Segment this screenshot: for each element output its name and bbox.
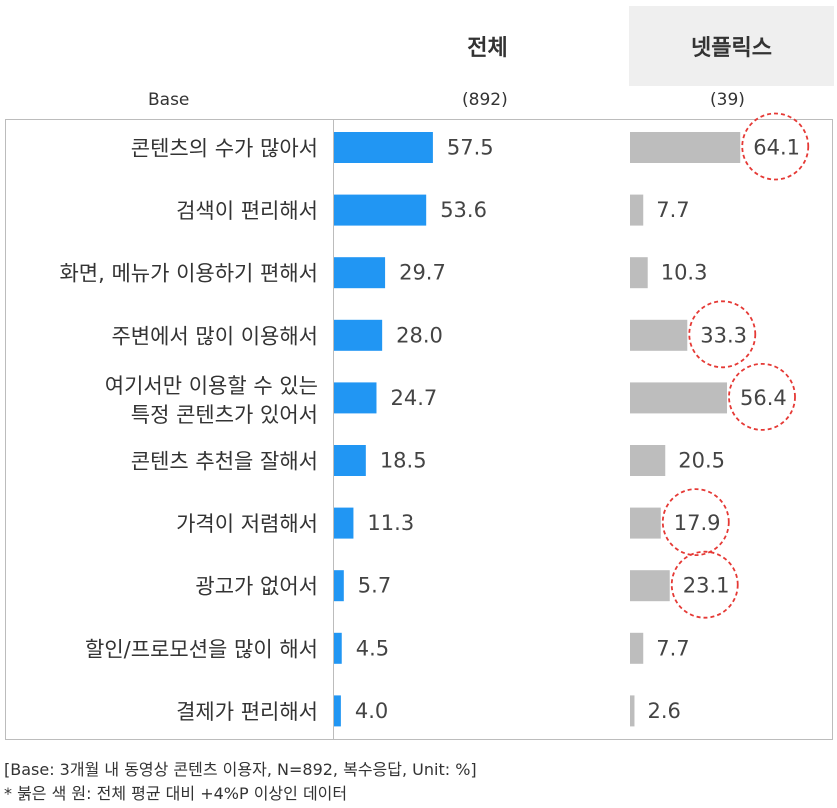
value-label-total: 28.0 (396, 323, 443, 347)
category-label: 가격이 저렴해서 (176, 512, 318, 536)
category-label: 콘텐츠 추천을 잘해서 (131, 450, 318, 474)
value-label-netflix: 10.3 (661, 261, 708, 285)
value-label-netflix: 56.4 (740, 386, 787, 410)
highlight-circle (741, 112, 810, 181)
bar-netflix (630, 507, 661, 539)
value-label-total: 4.5 (356, 636, 389, 660)
bar-total (334, 695, 341, 727)
highlight-circle (670, 550, 739, 619)
bar-total (334, 132, 433, 163)
category-label-line: 특정 콘텐츠가 있어서 (131, 403, 318, 427)
bar-netflix (630, 194, 644, 226)
value-label-netflix: 64.1 (753, 136, 800, 160)
highlight-circle (728, 362, 796, 431)
value-label-total: 11.3 (367, 511, 414, 535)
footnote-base: [Base: 3개월 내 동영상 콘텐츠 이용자, N=892, 복수응답, U… (4, 760, 477, 779)
bar-netflix (630, 132, 741, 163)
value-label-netflix: 33.3 (700, 323, 747, 347)
bar-netflix (630, 257, 648, 289)
bar-total (334, 570, 344, 602)
category-label: 화면, 메뉴가 이용하기 편해서 (59, 262, 318, 286)
bar-total (334, 382, 377, 414)
column-header-netflix: 넷플릭스 (691, 36, 772, 61)
category-label: 광고가 없어서 (195, 575, 318, 599)
bar-total (334, 319, 383, 351)
value-label-netflix: 2.6 (647, 699, 680, 723)
highlight-circle (688, 300, 757, 369)
value-label-total: 4.0 (355, 699, 388, 723)
value-label-total: 29.7 (399, 261, 446, 285)
value-label-total: 18.5 (380, 449, 427, 473)
netflix-header-background (629, 6, 834, 86)
value-label-netflix: 7.7 (656, 198, 689, 222)
category-label: 콘텐츠의 수가 많아서 (131, 137, 318, 161)
bar-total (334, 445, 366, 476)
value-label-netflix: 7.7 (656, 636, 689, 660)
value-label-total: 57.5 (447, 136, 494, 160)
footnote-legend: * 붉은 색 원: 전체 평균 대비 +4%P 이상인 데이터 (4, 784, 348, 803)
value-label-total: 5.7 (358, 574, 391, 598)
bar-total (334, 632, 342, 664)
value-label-netflix: 20.5 (678, 449, 725, 473)
base-netflix-count: (39) (710, 90, 745, 110)
bar-total (334, 194, 427, 226)
category-label: 결제가 편리해서 (176, 700, 318, 724)
bar-netflix (630, 695, 635, 727)
bar-netflix (630, 319, 688, 351)
value-label-netflix: 23.1 (683, 574, 730, 598)
highlight-circle (661, 488, 730, 556)
category-label: 할인/프로모션을 많이 해서 (85, 637, 318, 661)
bar-total (334, 507, 354, 539)
column-header-total: 전체 (467, 36, 508, 61)
bar-netflix (630, 382, 728, 414)
bar-netflix (630, 570, 670, 602)
category-label-line: 여기서만 이용할 수 있는 (105, 374, 318, 398)
chart-frame (5, 119, 833, 740)
base-total-count: (892) (462, 90, 508, 110)
value-label-netflix: 17.9 (674, 511, 721, 535)
bar-netflix (630, 445, 666, 476)
bar-netflix (630, 632, 644, 664)
bar-total (334, 257, 386, 289)
base-row-label: Base (148, 90, 190, 110)
value-label-total: 24.7 (390, 386, 437, 410)
category-label: 검색이 편리해서 (176, 199, 318, 223)
value-label-total: 53.6 (440, 198, 487, 222)
category-label: 주변에서 많이 이용해서 (111, 324, 318, 348)
